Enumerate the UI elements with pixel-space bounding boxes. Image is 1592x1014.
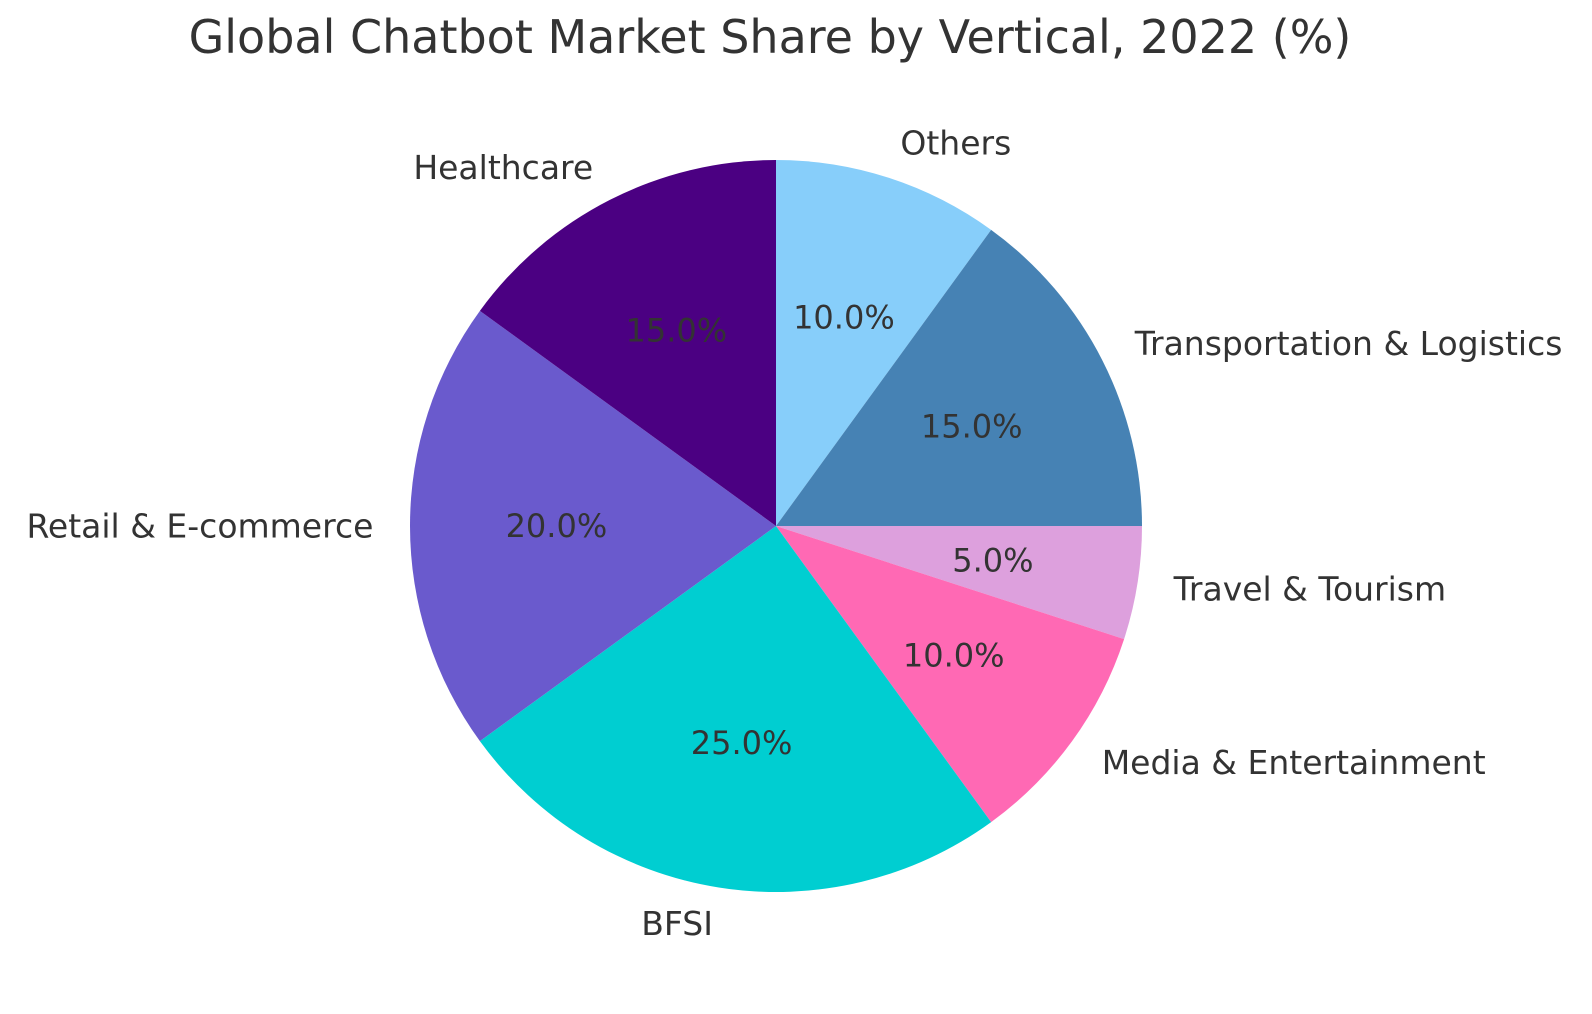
pie-slice-bfsi <box>479 526 992 893</box>
pie-slice-others <box>776 160 992 526</box>
pie-slice-media-entertainment <box>776 526 1125 823</box>
pie-slice-healthcare <box>479 160 776 526</box>
pie-label-media-entertainment: Media & Entertainment <box>1102 743 1486 782</box>
pie-label-transportation-logistics: Transportation & Logistics <box>1134 324 1563 363</box>
pie-label-others: Others <box>900 124 1011 163</box>
pie-label-retail-e-commerce: Retail & E-commerce <box>26 507 373 546</box>
pie-pct-label-bfsi: 25.0% <box>691 724 793 762</box>
pie-label-bfsi: BFSI <box>641 904 713 943</box>
pie-pct-label-travel-tourism: 5.0% <box>952 542 1033 580</box>
pie-label-healthcare: Healthcare <box>413 148 593 187</box>
pie-pct-label-transportation-logistics: 15.0% <box>921 408 1023 446</box>
pie-pct-label-others: 10.0% <box>793 298 895 336</box>
chart-title: Global Chatbot Market Share by Vertical,… <box>188 10 1352 64</box>
pie-slice-retail-e-commerce <box>409 310 776 742</box>
pie-pct-label-healthcare: 15.0% <box>625 312 727 350</box>
pie-label-travel-tourism: Travel & Tourism <box>1173 570 1447 609</box>
pie-pct-label-media-entertainment: 10.0% <box>903 636 1005 674</box>
pie-slice-travel-tourism <box>776 526 1142 640</box>
pie-pct-label-retail-e-commerce: 20.0% <box>506 507 608 545</box>
pie-slice-transportation-logistics <box>776 229 1142 526</box>
